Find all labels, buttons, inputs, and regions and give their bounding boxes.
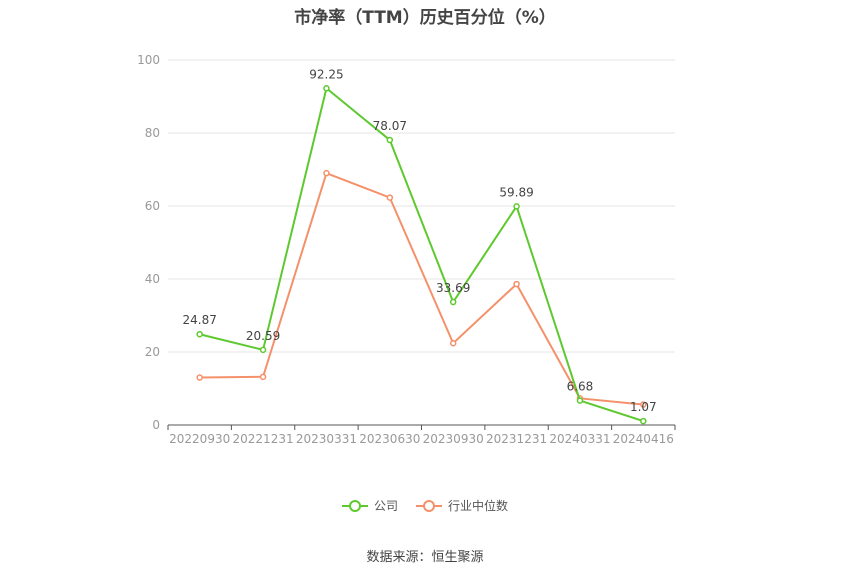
series-line-industry-median bbox=[199, 171, 644, 406]
x-tick-label: 20221231 bbox=[233, 432, 294, 446]
data-point-industry-median bbox=[449, 339, 457, 347]
data-point-industry-median bbox=[323, 169, 330, 177]
data-point-company bbox=[259, 346, 267, 354]
series-line-company bbox=[199, 86, 644, 423]
data-label-company: 24.87 bbox=[183, 313, 217, 327]
data-point-industry-median bbox=[259, 373, 267, 381]
legend-item-industry-median[interactable]: 行业中位数 bbox=[416, 497, 508, 514]
legend: 公司 行业中位数 bbox=[0, 497, 850, 514]
legend-swatch-industry-median bbox=[416, 499, 442, 512]
x-tick-label: 20230630 bbox=[359, 432, 420, 446]
data-source: 数据来源：恒生聚源 bbox=[366, 550, 484, 565]
data-point-industry-median bbox=[640, 401, 647, 408]
legend-item-company[interactable]: 公司 bbox=[341, 497, 398, 514]
data-point-company bbox=[323, 85, 330, 92]
data-point-industry-median bbox=[386, 194, 394, 201]
legend-swatch-company bbox=[341, 499, 368, 512]
y-tick-label: 40 bbox=[145, 272, 160, 286]
chart-title: 市净率（TTM）历史百分位（%） bbox=[294, 8, 556, 28]
legend-label-company: 公司 bbox=[373, 499, 398, 513]
data-point-company bbox=[196, 330, 203, 338]
data-point-company bbox=[513, 203, 520, 210]
y-tick-label: 60 bbox=[145, 199, 160, 213]
x-tick-label: 20230930 bbox=[423, 432, 484, 446]
x-tick-label: 20220930 bbox=[169, 432, 230, 446]
y-tick-label: 0 bbox=[152, 418, 160, 432]
x-tick-label: 20231231 bbox=[486, 432, 547, 446]
data-label-company: 33.69 bbox=[436, 281, 470, 295]
x-tick-label: 20240416 bbox=[613, 432, 674, 446]
data-point-company bbox=[386, 136, 394, 144]
data-label-company: 59.89 bbox=[499, 185, 533, 199]
data-point-industry-median bbox=[513, 280, 520, 288]
data-label-company: 20.59 bbox=[246, 329, 280, 343]
data-label-company: 92.25 bbox=[309, 67, 343, 81]
data-label-company: 6.68 bbox=[567, 380, 594, 394]
data-point-industry-median bbox=[196, 374, 203, 381]
x-tick-label: 20230331 bbox=[296, 432, 357, 446]
grid-lines bbox=[168, 59, 675, 353]
y-tick-label: 20 bbox=[145, 345, 160, 359]
data-label-company: 1.07 bbox=[630, 400, 657, 414]
series-lines bbox=[196, 85, 647, 425]
data-point-company bbox=[640, 417, 647, 425]
x-tick-label: 20240331 bbox=[549, 432, 610, 446]
y-tick-label: 100 bbox=[137, 53, 160, 67]
legend-label-industry-median: 行业中位数 bbox=[448, 499, 509, 513]
data-point-company bbox=[576, 397, 584, 404]
data-point-company bbox=[449, 298, 457, 306]
data-label-company: 78.07 bbox=[373, 119, 407, 133]
y-tick-label: 80 bbox=[145, 126, 160, 140]
data-labels: 24.87 20.59 92.25 78.07 33.69 59.89 6.68 1.07 bbox=[183, 67, 657, 414]
